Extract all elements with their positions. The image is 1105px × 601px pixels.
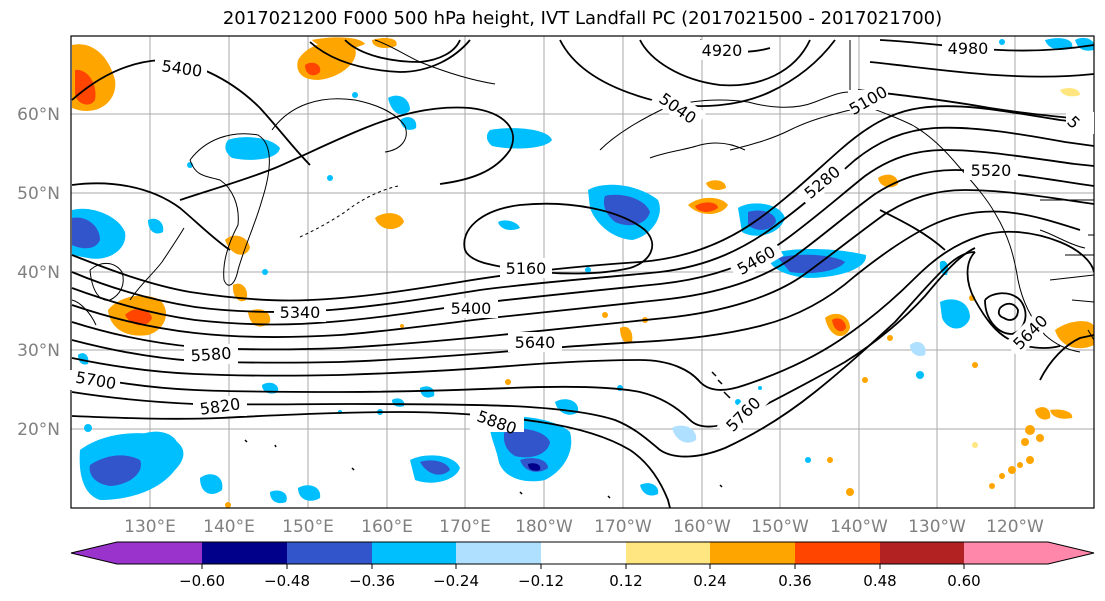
lon-label-170w: 170°W [594, 517, 652, 537]
colorbar-swatch [964, 542, 1048, 564]
lon-label-160w: 160°W [673, 517, 731, 537]
colorbar-tick-label: −0.24 [433, 572, 479, 590]
lon-label-140w: 140°W [830, 517, 888, 537]
colorbar-tick-label: 0.36 [778, 572, 811, 590]
map-area [71, 36, 1094, 508]
colorbar-swatch [202, 542, 287, 564]
colorbar-swatch [710, 542, 795, 564]
colorbar-tick-label: 0.24 [693, 572, 726, 590]
lon-label-180w: 180°W [515, 517, 573, 537]
contour-label: 5520 [971, 161, 1012, 180]
contour-label: 5400 [451, 299, 492, 318]
height-contours [71, 39, 1094, 508]
contour-label: 5580 [190, 344, 232, 366]
lon-label-170e: 170°E [439, 517, 491, 537]
colorbar-swatch [372, 542, 456, 564]
longitude-labels: 130°E 140°E 150°E 160°E 170°E 180°W 170°… [124, 517, 1044, 537]
lat-label-60n: 60°N [17, 105, 60, 125]
colorbar-swatch [626, 542, 710, 564]
plot-frame [70, 35, 1095, 509]
lat-label-30n: 30°N [17, 341, 60, 361]
colorbar-swatch [880, 542, 964, 564]
lon-label-150e: 150°E [282, 517, 334, 537]
lon-label-130w: 130°W [908, 517, 966, 537]
latitude-labels: 60°N 50°N 40°N 30°N 20°N [17, 105, 60, 440]
lat-label-20n: 20°N [17, 420, 60, 440]
lat-label-50n: 50°N [17, 184, 60, 204]
lat-label-40n: 40°N [17, 263, 60, 283]
contour-label: 5160 [506, 259, 547, 278]
map-title: 2017021200 F000 500 hPa height, IVT Land… [222, 8, 943, 29]
colorbar-extend-high [1048, 542, 1094, 564]
ivt-positive-shading [72, 37, 1094, 508]
colorbar-swatch [795, 542, 880, 564]
contour-label: 5640 [515, 333, 556, 352]
colorbar-tick-label: 0.12 [609, 572, 642, 590]
colorbar-extend-low [71, 542, 117, 564]
colorbar-swatch [117, 542, 202, 564]
lon-label-130e: 130°E [124, 517, 176, 537]
lon-label-120w: 120°W [986, 517, 1044, 537]
contour-label: 4980 [948, 39, 989, 58]
colorbar-swatch [456, 542, 541, 564]
lon-label-150w: 150°W [751, 517, 809, 537]
colorbar-tick-label: −0.60 [179, 572, 225, 590]
colorbar-swatch [287, 542, 372, 564]
colorbar-tick-label: −0.12 [518, 572, 564, 590]
contour-label: 4920 [702, 41, 743, 60]
colorbar-tick-label: 0.48 [863, 572, 896, 590]
lon-label-140e: 140°E [203, 517, 255, 537]
colorbar-tick-label: −0.36 [349, 572, 395, 590]
contour-label: 5340 [280, 303, 321, 322]
colorbar-tick-label: 0.60 [947, 572, 980, 590]
colorbar: −0.60 −0.48 −0.36 −0.24 −0.12 0.12 0.24 … [70, 541, 1095, 590]
lon-label-160e: 160°E [361, 517, 413, 537]
colorbar-swatch [541, 542, 626, 564]
colorbar-tick-label: −0.48 [264, 572, 310, 590]
